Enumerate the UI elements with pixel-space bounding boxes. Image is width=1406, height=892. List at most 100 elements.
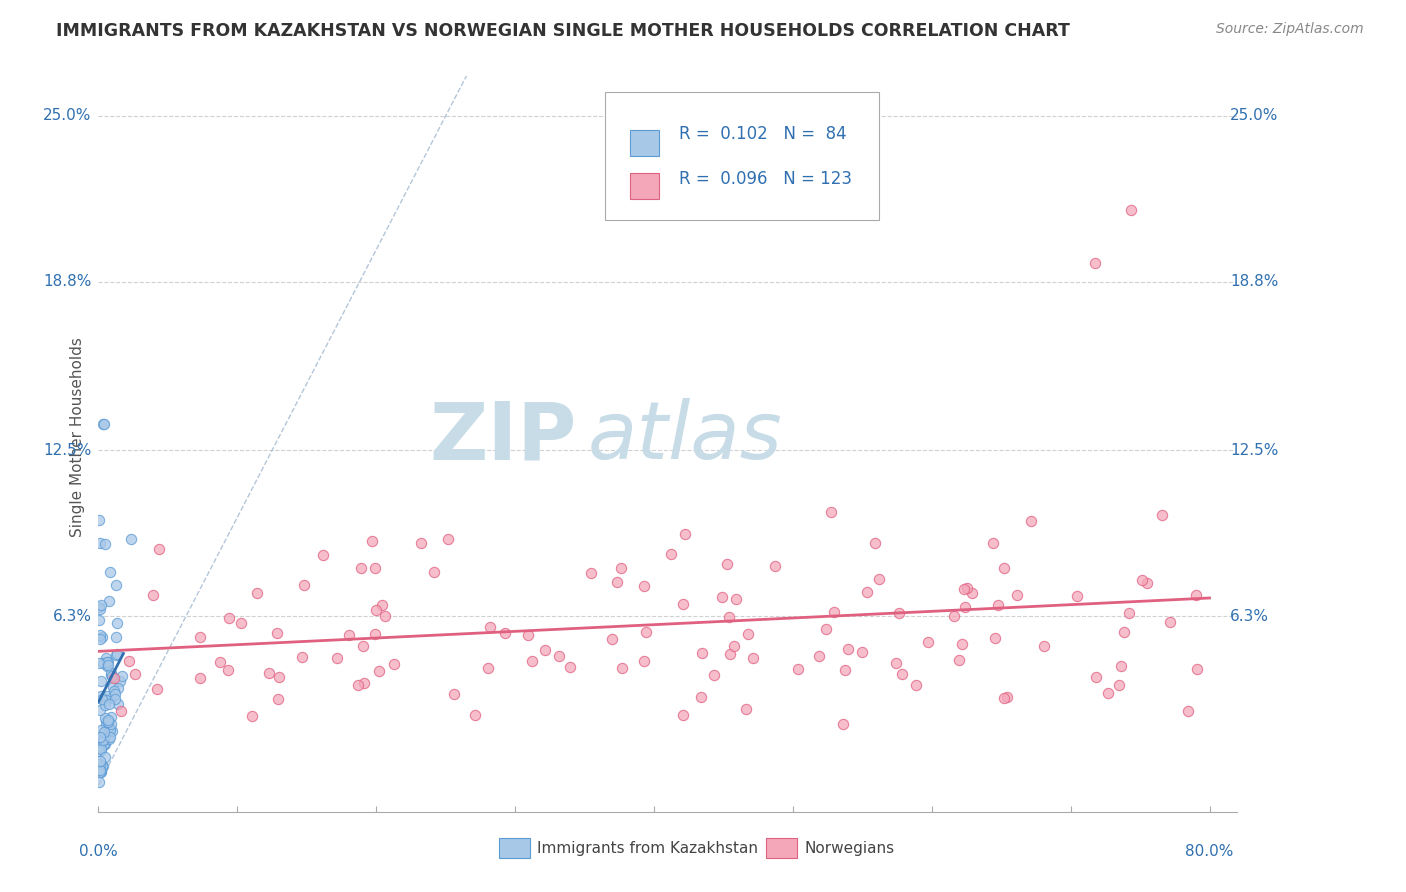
Point <box>89 512 111 526</box>
Point <box>98 723 121 737</box>
Point <box>690 646 713 660</box>
Point <box>1084 256 1107 270</box>
FancyBboxPatch shape <box>605 93 879 219</box>
Point <box>347 678 370 692</box>
Point <box>231 616 253 631</box>
Point <box>105 647 128 661</box>
Point <box>91 738 114 752</box>
Point <box>1033 639 1056 653</box>
Point <box>104 692 127 706</box>
Point <box>742 651 765 665</box>
Text: R =  0.096   N = 123: R = 0.096 N = 123 <box>679 169 852 187</box>
Point <box>337 628 360 642</box>
Point <box>94 692 117 706</box>
Point <box>710 590 733 604</box>
Point <box>89 730 111 744</box>
Point <box>93 711 115 725</box>
Point <box>101 723 124 738</box>
Point <box>87 744 110 758</box>
Point <box>124 667 146 681</box>
Point <box>94 651 117 665</box>
Point <box>659 548 682 562</box>
Point <box>943 609 966 624</box>
Point <box>636 625 658 640</box>
Point <box>600 632 623 646</box>
Point <box>367 665 389 679</box>
Point <box>520 654 543 668</box>
Point <box>703 667 725 681</box>
Text: 12.5%: 12.5% <box>1230 443 1278 458</box>
Point <box>89 613 111 627</box>
Point <box>218 611 240 625</box>
Point <box>786 662 808 676</box>
Point <box>89 739 111 754</box>
Point <box>89 628 111 642</box>
Point <box>725 592 748 607</box>
Point <box>100 668 122 682</box>
Point <box>1177 705 1199 719</box>
Point <box>477 661 499 675</box>
Point <box>325 651 347 665</box>
Point <box>948 653 970 667</box>
Point <box>1121 202 1143 217</box>
Point <box>820 505 842 519</box>
Point <box>884 656 907 670</box>
Text: ZIP: ZIP <box>429 398 576 476</box>
Point <box>91 656 114 670</box>
Point <box>91 733 114 747</box>
Point <box>868 572 890 586</box>
Point <box>91 759 114 773</box>
Point <box>1187 662 1209 676</box>
Point <box>960 586 983 600</box>
Point <box>633 578 655 592</box>
Point <box>763 559 786 574</box>
Text: 6.3%: 6.3% <box>52 609 91 624</box>
Point <box>956 581 979 595</box>
Point <box>494 626 516 640</box>
Point <box>110 674 132 689</box>
Text: Norwegians: Norwegians <box>804 841 894 855</box>
FancyBboxPatch shape <box>630 130 659 156</box>
Point <box>103 684 125 698</box>
Point <box>100 717 122 731</box>
Point <box>464 708 486 723</box>
Point <box>89 731 111 745</box>
Point <box>90 630 112 644</box>
Point <box>90 765 112 780</box>
Point <box>374 608 396 623</box>
Point <box>1097 686 1119 700</box>
Point <box>815 622 838 636</box>
Point <box>118 654 141 668</box>
Point <box>90 742 112 756</box>
Point <box>993 691 1015 706</box>
Point <box>993 561 1015 575</box>
Text: 18.8%: 18.8% <box>44 275 91 289</box>
Point <box>96 689 118 703</box>
Point <box>96 655 118 669</box>
Point <box>606 574 628 589</box>
Point <box>105 616 128 631</box>
Point <box>90 758 112 772</box>
Point <box>987 598 1010 612</box>
Point <box>672 597 695 611</box>
Point <box>832 716 855 731</box>
Text: 6.3%: 6.3% <box>1230 609 1270 624</box>
Point <box>350 560 373 574</box>
Point <box>89 763 111 777</box>
Point <box>94 750 117 764</box>
Text: Immigrants from Kazakhstan: Immigrants from Kazakhstan <box>537 841 758 855</box>
Point <box>1005 588 1028 602</box>
Point <box>291 649 314 664</box>
Point <box>610 661 633 675</box>
Point <box>142 588 165 602</box>
Point <box>96 659 118 673</box>
Y-axis label: Single Mother Households: Single Mother Households <box>69 337 84 537</box>
Point <box>94 737 117 751</box>
Point <box>104 648 127 662</box>
Point <box>834 663 856 677</box>
Point <box>579 566 602 580</box>
Point <box>120 532 142 546</box>
Point <box>370 598 392 612</box>
Point <box>89 703 111 717</box>
Point <box>891 666 914 681</box>
